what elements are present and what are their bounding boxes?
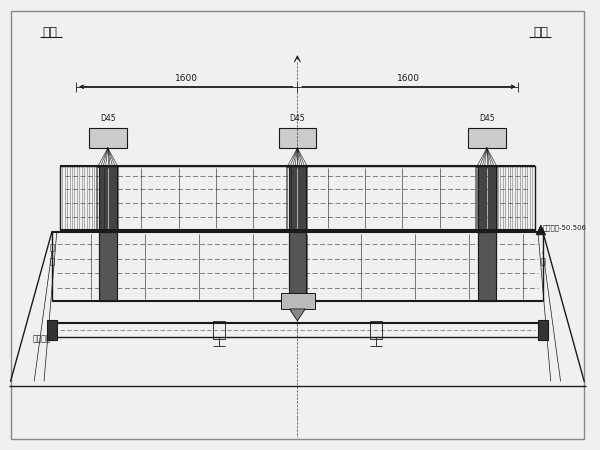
Text: D45: D45 [100,114,116,123]
Bar [370,321,382,338]
Bar [60,166,535,230]
Bar [468,128,506,148]
Bar [478,232,496,301]
Bar [538,320,548,340]
Text: 临时托架: 临时托架 [32,334,51,343]
Bar [47,320,57,340]
Bar [289,166,306,289]
Text: 1600: 1600 [175,74,198,83]
Text: 泡混凝床-50.506: 泡混凝床-50.506 [543,225,587,231]
Bar [279,128,316,148]
Text: 君山: 君山 [533,26,548,39]
Text: 岳阳: 岳阳 [43,26,58,39]
Bar [213,321,225,338]
Polygon shape [290,309,305,321]
Text: D45: D45 [290,114,305,123]
Bar [289,232,306,301]
Text: 墩: 墩 [541,257,545,266]
Polygon shape [536,225,546,235]
Bar [99,232,116,301]
Text: 墩: 墩 [49,257,55,266]
Bar [478,166,496,289]
Bar [52,323,543,337]
Text: 梁: 梁 [49,243,55,252]
Bar [89,128,127,148]
Bar [99,166,116,289]
Text: D45: D45 [479,114,495,123]
Text: 1600: 1600 [397,74,420,83]
Bar [281,293,315,309]
